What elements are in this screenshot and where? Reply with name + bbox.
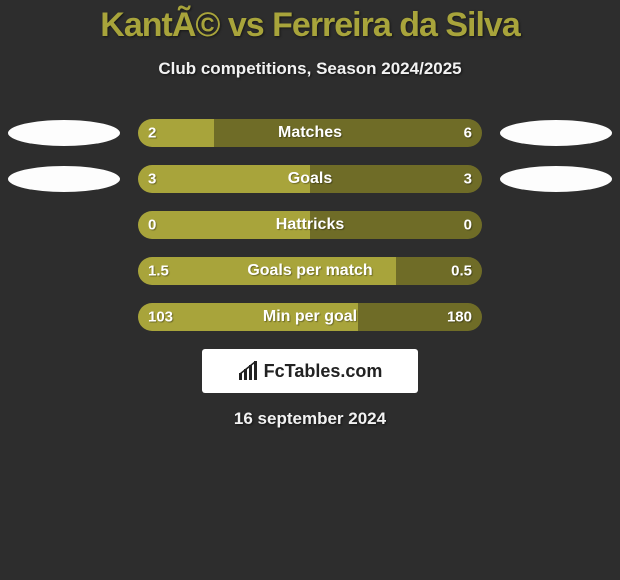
stat-row: 103180Min per goal bbox=[0, 303, 620, 331]
stat-bar: 103180Min per goal bbox=[138, 303, 482, 331]
stat-bar: 33Goals bbox=[138, 165, 482, 193]
stat-bar-left-segment: 103 bbox=[138, 303, 358, 331]
stat-value-left: 3 bbox=[148, 171, 156, 188]
player-avatar-left bbox=[8, 166, 120, 192]
stat-value-left: 0 bbox=[148, 217, 156, 234]
stat-bar-left-segment: 2 bbox=[138, 119, 214, 147]
stat-bar-left-segment: 3 bbox=[138, 165, 310, 193]
stat-bar-right-segment: 180 bbox=[358, 303, 482, 331]
player-avatar-right bbox=[500, 120, 612, 146]
chart-icon bbox=[238, 361, 260, 381]
comparison-subtitle: Club competitions, Season 2024/2025 bbox=[0, 59, 620, 79]
stat-row: 26Matches bbox=[0, 119, 620, 147]
stat-value-right: 0.5 bbox=[451, 263, 472, 280]
stat-bar-right-segment: 6 bbox=[214, 119, 482, 147]
stat-value-left: 103 bbox=[148, 309, 173, 326]
stat-bar: 00Hattricks bbox=[138, 211, 482, 239]
stat-value-left: 2 bbox=[148, 125, 156, 142]
stat-value-right: 180 bbox=[447, 309, 472, 326]
player-avatar-left bbox=[8, 120, 120, 146]
stat-value-left: 1.5 bbox=[148, 263, 169, 280]
stat-bar-left-segment: 1.5 bbox=[138, 257, 396, 285]
stat-bar-right-segment: 3 bbox=[310, 165, 482, 193]
fctables-logo: FcTables.com bbox=[202, 349, 418, 393]
snapshot-date: 16 september 2024 bbox=[0, 409, 620, 429]
stat-bar-right-segment: 0 bbox=[310, 211, 482, 239]
comparison-title: KantÃ© vs Ferreira da Silva bbox=[0, 0, 620, 45]
stat-bar: 1.50.5Goals per match bbox=[138, 257, 482, 285]
stat-value-right: 3 bbox=[464, 171, 472, 188]
stat-bar: 26Matches bbox=[138, 119, 482, 147]
stat-row: 1.50.5Goals per match bbox=[0, 257, 620, 285]
stat-value-right: 6 bbox=[464, 125, 472, 142]
player-avatar-right bbox=[500, 166, 612, 192]
logo-text: FcTables.com bbox=[264, 361, 383, 382]
stat-rows: 26Matches33Goals00Hattricks1.50.5Goals p… bbox=[0, 119, 620, 331]
stat-value-right: 0 bbox=[464, 217, 472, 234]
stat-bar-right-segment: 0.5 bbox=[396, 257, 482, 285]
stat-row: 00Hattricks bbox=[0, 211, 620, 239]
stat-bar-left-segment: 0 bbox=[138, 211, 310, 239]
stat-row: 33Goals bbox=[0, 165, 620, 193]
